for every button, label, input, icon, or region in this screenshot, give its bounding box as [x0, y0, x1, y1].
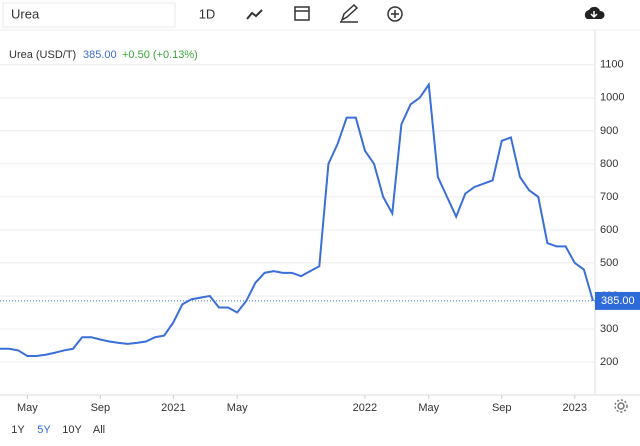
x-tick-label: Sep: [492, 402, 512, 414]
x-tick-label: May: [17, 402, 38, 414]
period-button[interactable]: 1Y: [11, 424, 25, 436]
chart-type-icon[interactable]: [246, 9, 263, 20]
period-button[interactable]: All: [93, 424, 105, 436]
period-bar: 1Y 5Y 10Y All: [11, 424, 105, 436]
x-tick-label: May: [227, 402, 248, 414]
interval[interactable]: 1D: [199, 6, 216, 21]
price-tag: [595, 291, 640, 310]
plot: 20030040050060070080090010001100MaySep20…: [0, 59, 640, 414]
x-tick-label: 2021: [161, 402, 185, 414]
legend-price: 385.00: [83, 49, 117, 61]
price-line: [0, 81, 594, 358]
y-tick-label: 1000: [600, 92, 624, 104]
legend-name: Urea (USD/T): [9, 49, 76, 61]
y-tick-label: 800: [600, 158, 618, 170]
legend-change: +0.50 (+0.13%): [122, 49, 198, 61]
calendar-icon[interactable]: [294, 6, 310, 21]
symbol: Urea: [11, 6, 40, 21]
price-tag-label: 385.00: [601, 295, 635, 307]
period-button[interactable]: 5Y: [37, 424, 51, 436]
y-tick-label: 200: [600, 356, 618, 368]
symbol-input[interactable]: [2, 2, 176, 28]
x-tick-label: 2023: [563, 402, 587, 414]
draw-icon[interactable]: [340, 3, 359, 23]
y-tick-label: 600: [600, 224, 618, 236]
settings-icon[interactable]: [614, 399, 628, 413]
download-icon[interactable]: [584, 6, 605, 20]
y-tick-label: 300: [600, 323, 618, 335]
x-tick-label: Sep: [91, 402, 111, 414]
y-tick-label: 1100: [600, 59, 624, 71]
period-button[interactable]: 10Y: [62, 424, 82, 436]
y-tick-label: 900: [600, 125, 618, 137]
y-tick-label: 700: [600, 191, 618, 203]
x-tick-label: 2022: [353, 402, 377, 414]
add-icon[interactable]: [387, 6, 403, 22]
x-tick-label: May: [418, 402, 439, 414]
y-tick-label: 500: [600, 257, 618, 269]
